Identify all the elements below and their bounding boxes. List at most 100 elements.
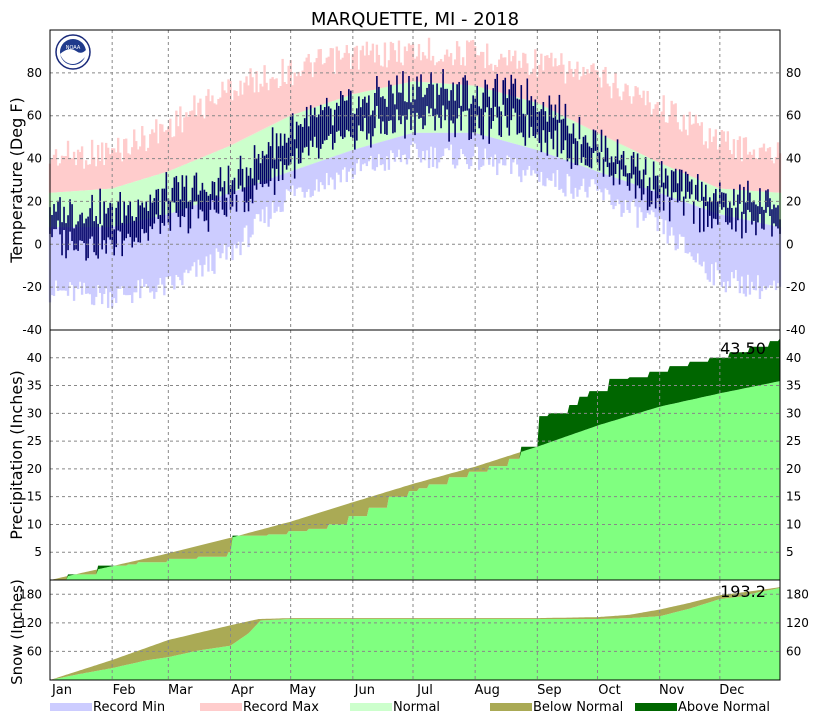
normal-bar (209, 154, 212, 200)
record-min-bar (548, 154, 551, 181)
record-min-bar (197, 203, 200, 260)
record-min-bar (534, 149, 537, 174)
normal-bar (187, 163, 190, 208)
y-tick-label-left: -40 (22, 323, 42, 337)
record-max-bar (129, 154, 132, 184)
normal-bar (502, 93, 505, 141)
normal-bar (223, 148, 226, 195)
normal-bar (662, 164, 665, 195)
observed-temp-bar (586, 142, 589, 166)
normal-bar (199, 158, 202, 204)
legend-label: Record Min (93, 700, 165, 715)
observed-temp-bar (348, 89, 350, 132)
record-min-bar (293, 170, 296, 196)
observed-temp-bar (761, 206, 763, 229)
record-max-bar (135, 141, 138, 182)
record-max-bar (754, 158, 758, 192)
record-max-bar (688, 111, 691, 176)
y-tick-label-left: 120 (19, 616, 42, 630)
observed-temp-bar (57, 200, 59, 221)
record-min-bar (147, 218, 150, 287)
record-min-bar (744, 219, 748, 297)
record-min-bar (64, 227, 68, 291)
record-min-bar (740, 219, 744, 277)
normal-bar (104, 188, 108, 228)
record-min-bar (90, 227, 94, 305)
record-max-bar (267, 90, 270, 127)
observed-temp-bar (231, 180, 234, 207)
normal-bar (54, 192, 58, 228)
record-max-bar (355, 45, 359, 94)
record-max-bar (439, 59, 443, 84)
observed-temp-bar (737, 194, 739, 221)
observed-temp-bar (125, 215, 128, 239)
record-max-bar (353, 47, 357, 94)
observed-temp-bar (464, 75, 466, 111)
record-max-bar (678, 129, 681, 172)
record-max-bar (275, 78, 278, 123)
normal-bar (251, 134, 254, 185)
observed-temp-bar (747, 180, 749, 210)
observed-temp-bar (346, 100, 348, 130)
normal-bar (145, 178, 148, 220)
record-min-bar (441, 132, 445, 156)
record-min-bar (371, 144, 375, 170)
record-max-bar (78, 152, 82, 191)
record-min-bar (636, 185, 639, 228)
record-max-bar (245, 76, 248, 138)
noaa-logo-text: NOAA (66, 45, 81, 51)
record-min-bar (724, 215, 728, 293)
observed-temp-bar (745, 202, 747, 233)
record-min-bar (307, 165, 310, 190)
legend-swatch (635, 703, 677, 711)
observed-temp-bar (67, 215, 69, 251)
observed-temp-bar (77, 221, 79, 251)
normal-bar (159, 173, 162, 217)
observed-temp-bar (339, 91, 342, 137)
record-max-bar (239, 80, 242, 141)
observed-temp-bar (688, 181, 691, 199)
record-min-bar (373, 143, 377, 171)
observed-temp-bar (113, 229, 115, 256)
normal-bar (638, 153, 641, 186)
observed-temp-bar (305, 106, 308, 147)
y-tick-label-left: 20 (27, 194, 42, 208)
record-min-bar (323, 159, 326, 190)
record-max-bar (457, 46, 461, 85)
normal-bar (141, 179, 144, 221)
observed-temp-bar (333, 109, 336, 143)
observed-temp-bar (283, 133, 286, 166)
y-tick-label-left: 80 (27, 66, 42, 80)
observed-temp-bar (358, 96, 360, 126)
record-min-bar (445, 132, 449, 149)
observed-temp-bar (261, 150, 264, 188)
record-max-bar (279, 86, 282, 121)
record-min-bar (60, 227, 64, 291)
record-max-bar (409, 45, 413, 82)
record-max-bar (143, 135, 146, 179)
observed-temp-bar (430, 72, 432, 109)
record-min-bar (506, 141, 509, 156)
observed-temp-bar (123, 201, 126, 241)
record-min-bar (530, 148, 533, 176)
record-min-bar (359, 147, 363, 172)
record-min-bar (720, 214, 724, 287)
x-tick-label: Jul (416, 683, 433, 698)
record-min-bar (391, 138, 395, 153)
record-max-bar (540, 53, 543, 105)
record-min-bar (461, 132, 465, 155)
record-min-bar (700, 207, 703, 267)
observed-temp-bar (325, 97, 328, 140)
record-max-bar (321, 64, 324, 105)
record-min-bar (508, 142, 511, 158)
record-min-bar (171, 212, 174, 286)
record-max-bar (86, 164, 90, 191)
normal-bar (197, 158, 200, 204)
observed-temp-bar (749, 192, 751, 213)
normal-bar (702, 181, 705, 209)
record-max-bar (490, 63, 493, 91)
record-max-bar (584, 74, 587, 127)
record-min-bar (598, 172, 601, 190)
below-normal-area (50, 587, 780, 680)
record-max-bar (646, 90, 649, 158)
